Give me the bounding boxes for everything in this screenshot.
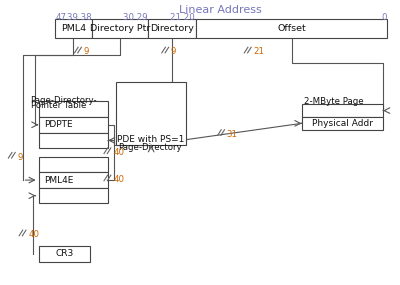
Text: Linear Address: Linear Address (178, 5, 261, 15)
Text: Physical Addr: Physical Addr (312, 119, 373, 128)
Text: Directory: Directory (150, 24, 194, 33)
Text: PML4E: PML4E (44, 176, 73, 185)
Bar (38, 172, 108, 188)
Text: 30 29: 30 29 (123, 13, 147, 22)
Bar (38, 246, 90, 262)
Bar (38, 188, 108, 203)
Text: 40: 40 (113, 176, 124, 184)
Text: 21: 21 (254, 47, 264, 56)
Bar (302, 117, 383, 130)
Bar (302, 104, 383, 117)
Text: 31: 31 (227, 130, 238, 139)
Text: Directory Ptr: Directory Ptr (90, 24, 150, 33)
Bar (196, 19, 387, 38)
Text: 9: 9 (84, 47, 89, 56)
Bar (116, 82, 186, 145)
Text: Page-Directory-: Page-Directory- (30, 96, 97, 105)
Bar (38, 133, 108, 148)
Text: Page-Directory: Page-Directory (118, 143, 182, 152)
Text: 39 38: 39 38 (67, 13, 92, 22)
Text: 2-MByte Page: 2-MByte Page (304, 97, 363, 106)
Text: Offset: Offset (277, 24, 306, 33)
Bar (38, 157, 108, 172)
Bar (38, 117, 108, 133)
Bar (38, 101, 108, 117)
Text: PDE with PS=1: PDE with PS=1 (118, 135, 185, 144)
Bar (92, 19, 148, 38)
Text: PDPTE: PDPTE (44, 121, 72, 129)
Text: 40: 40 (113, 148, 124, 157)
Text: PML4: PML4 (61, 24, 86, 33)
Text: 40: 40 (28, 231, 39, 239)
Text: CR3: CR3 (55, 249, 74, 258)
Text: 9: 9 (18, 153, 23, 162)
Text: 47: 47 (56, 13, 67, 22)
Text: 9: 9 (171, 47, 176, 56)
Bar (54, 19, 92, 38)
Bar (148, 19, 196, 38)
Text: 21 20: 21 20 (170, 13, 195, 22)
Text: Pointer Table: Pointer Table (30, 101, 86, 110)
Text: 0: 0 (382, 13, 387, 22)
